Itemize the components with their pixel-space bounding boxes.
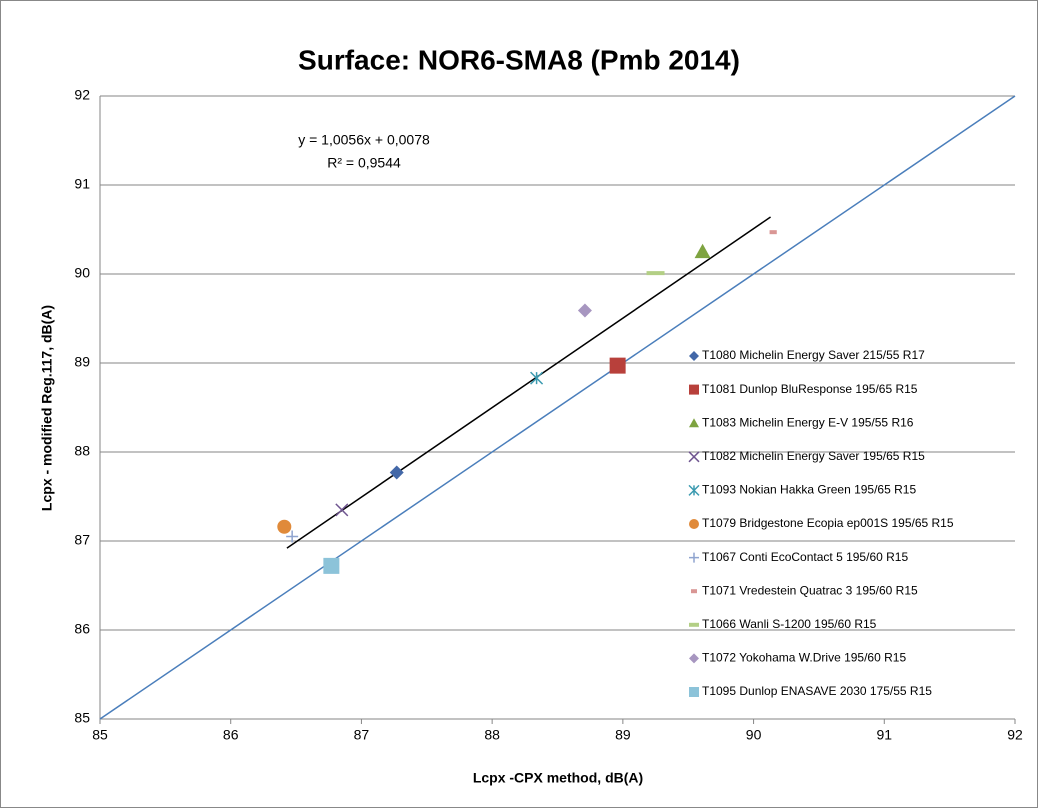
y-tick-label: 91 bbox=[74, 176, 90, 192]
legend-marker bbox=[689, 687, 699, 697]
x-tick-label: 90 bbox=[746, 727, 762, 743]
legend-marker bbox=[689, 351, 699, 361]
data-point bbox=[577, 303, 592, 318]
x-tick-label: 88 bbox=[484, 727, 500, 743]
legend-label: T1072 Yokohama W.Drive 195/60 R15 bbox=[702, 651, 906, 665]
legend-marker bbox=[689, 418, 699, 428]
x-tick-label: 92 bbox=[1007, 727, 1023, 743]
r-squared: R² = 0,9544 bbox=[327, 155, 401, 171]
legend-label: T1067 Conti EcoContact 5 195/60 R15 bbox=[702, 550, 908, 564]
legend-marker bbox=[688, 451, 700, 463]
x-tick-label: 89 bbox=[615, 727, 631, 743]
legend-marker bbox=[688, 484, 700, 496]
data-point bbox=[646, 271, 665, 276]
legend-label: T1082 Michelin Energy Saver 195/65 R15 bbox=[702, 449, 925, 463]
y-tick-label: 88 bbox=[74, 443, 90, 459]
legend-label: T1081 Dunlop BluResponse 195/65 R15 bbox=[702, 382, 918, 396]
legend-marker bbox=[689, 384, 699, 395]
legend-label: T1080 Michelin Energy Saver 215/55 R17 bbox=[702, 348, 925, 362]
legend-label: T1079 Bridgestone Ecopia ep001S 195/65 R… bbox=[702, 516, 954, 530]
data-point bbox=[277, 519, 292, 534]
chart-title: Surface: NOR6-SMA8 (Pmb 2014) bbox=[298, 44, 740, 75]
x-tick-label: 87 bbox=[354, 727, 370, 743]
y-axis-label: Lcpx - modified Reg.117, dB(A) bbox=[39, 305, 55, 511]
data-point bbox=[694, 243, 711, 259]
legend-label: T1095 Dunlop ENASAVE 2030 175/55 R15 bbox=[702, 684, 932, 698]
x-tick-label: 91 bbox=[876, 727, 892, 743]
x-tick-label: 86 bbox=[223, 727, 239, 743]
data-point bbox=[389, 465, 404, 480]
legend-marker bbox=[691, 589, 697, 594]
y-tick-label: 86 bbox=[74, 621, 90, 637]
legend-label: T1066 Wanli S-1200 195/60 R15 bbox=[702, 617, 877, 631]
legend-marker bbox=[689, 519, 699, 529]
legend-marker bbox=[689, 653, 699, 664]
y-tick-label: 89 bbox=[74, 354, 90, 370]
y-tick-label: 92 bbox=[74, 87, 90, 103]
legend-label: T1071 Vredestein Quatrac 3 195/60 R15 bbox=[702, 583, 918, 597]
legend-marker bbox=[689, 622, 699, 627]
y-tick-label: 90 bbox=[74, 265, 90, 281]
equation: y = 1,0056x + 0,0078 bbox=[298, 132, 430, 148]
legend-marker bbox=[689, 552, 699, 563]
data-point bbox=[335, 503, 349, 517]
x-tick-label: 85 bbox=[92, 727, 108, 743]
reference-line bbox=[99, 95, 1016, 720]
y-tick-label: 87 bbox=[74, 532, 90, 548]
data-point bbox=[769, 230, 777, 235]
data-point bbox=[609, 357, 626, 374]
data-point bbox=[323, 557, 340, 574]
y-tick-label: 85 bbox=[74, 710, 90, 726]
x-axis-label: Lcpx -CPX method, dB(A) bbox=[473, 770, 643, 786]
legend-label: T1083 Michelin Energy E-V 195/55 R16 bbox=[702, 415, 914, 429]
reference-line bbox=[286, 216, 771, 549]
data-point bbox=[286, 530, 299, 543]
legend-label: T1093 Nokian Hakka Green 195/65 R15 bbox=[702, 483, 916, 497]
data-point bbox=[530, 371, 544, 385]
